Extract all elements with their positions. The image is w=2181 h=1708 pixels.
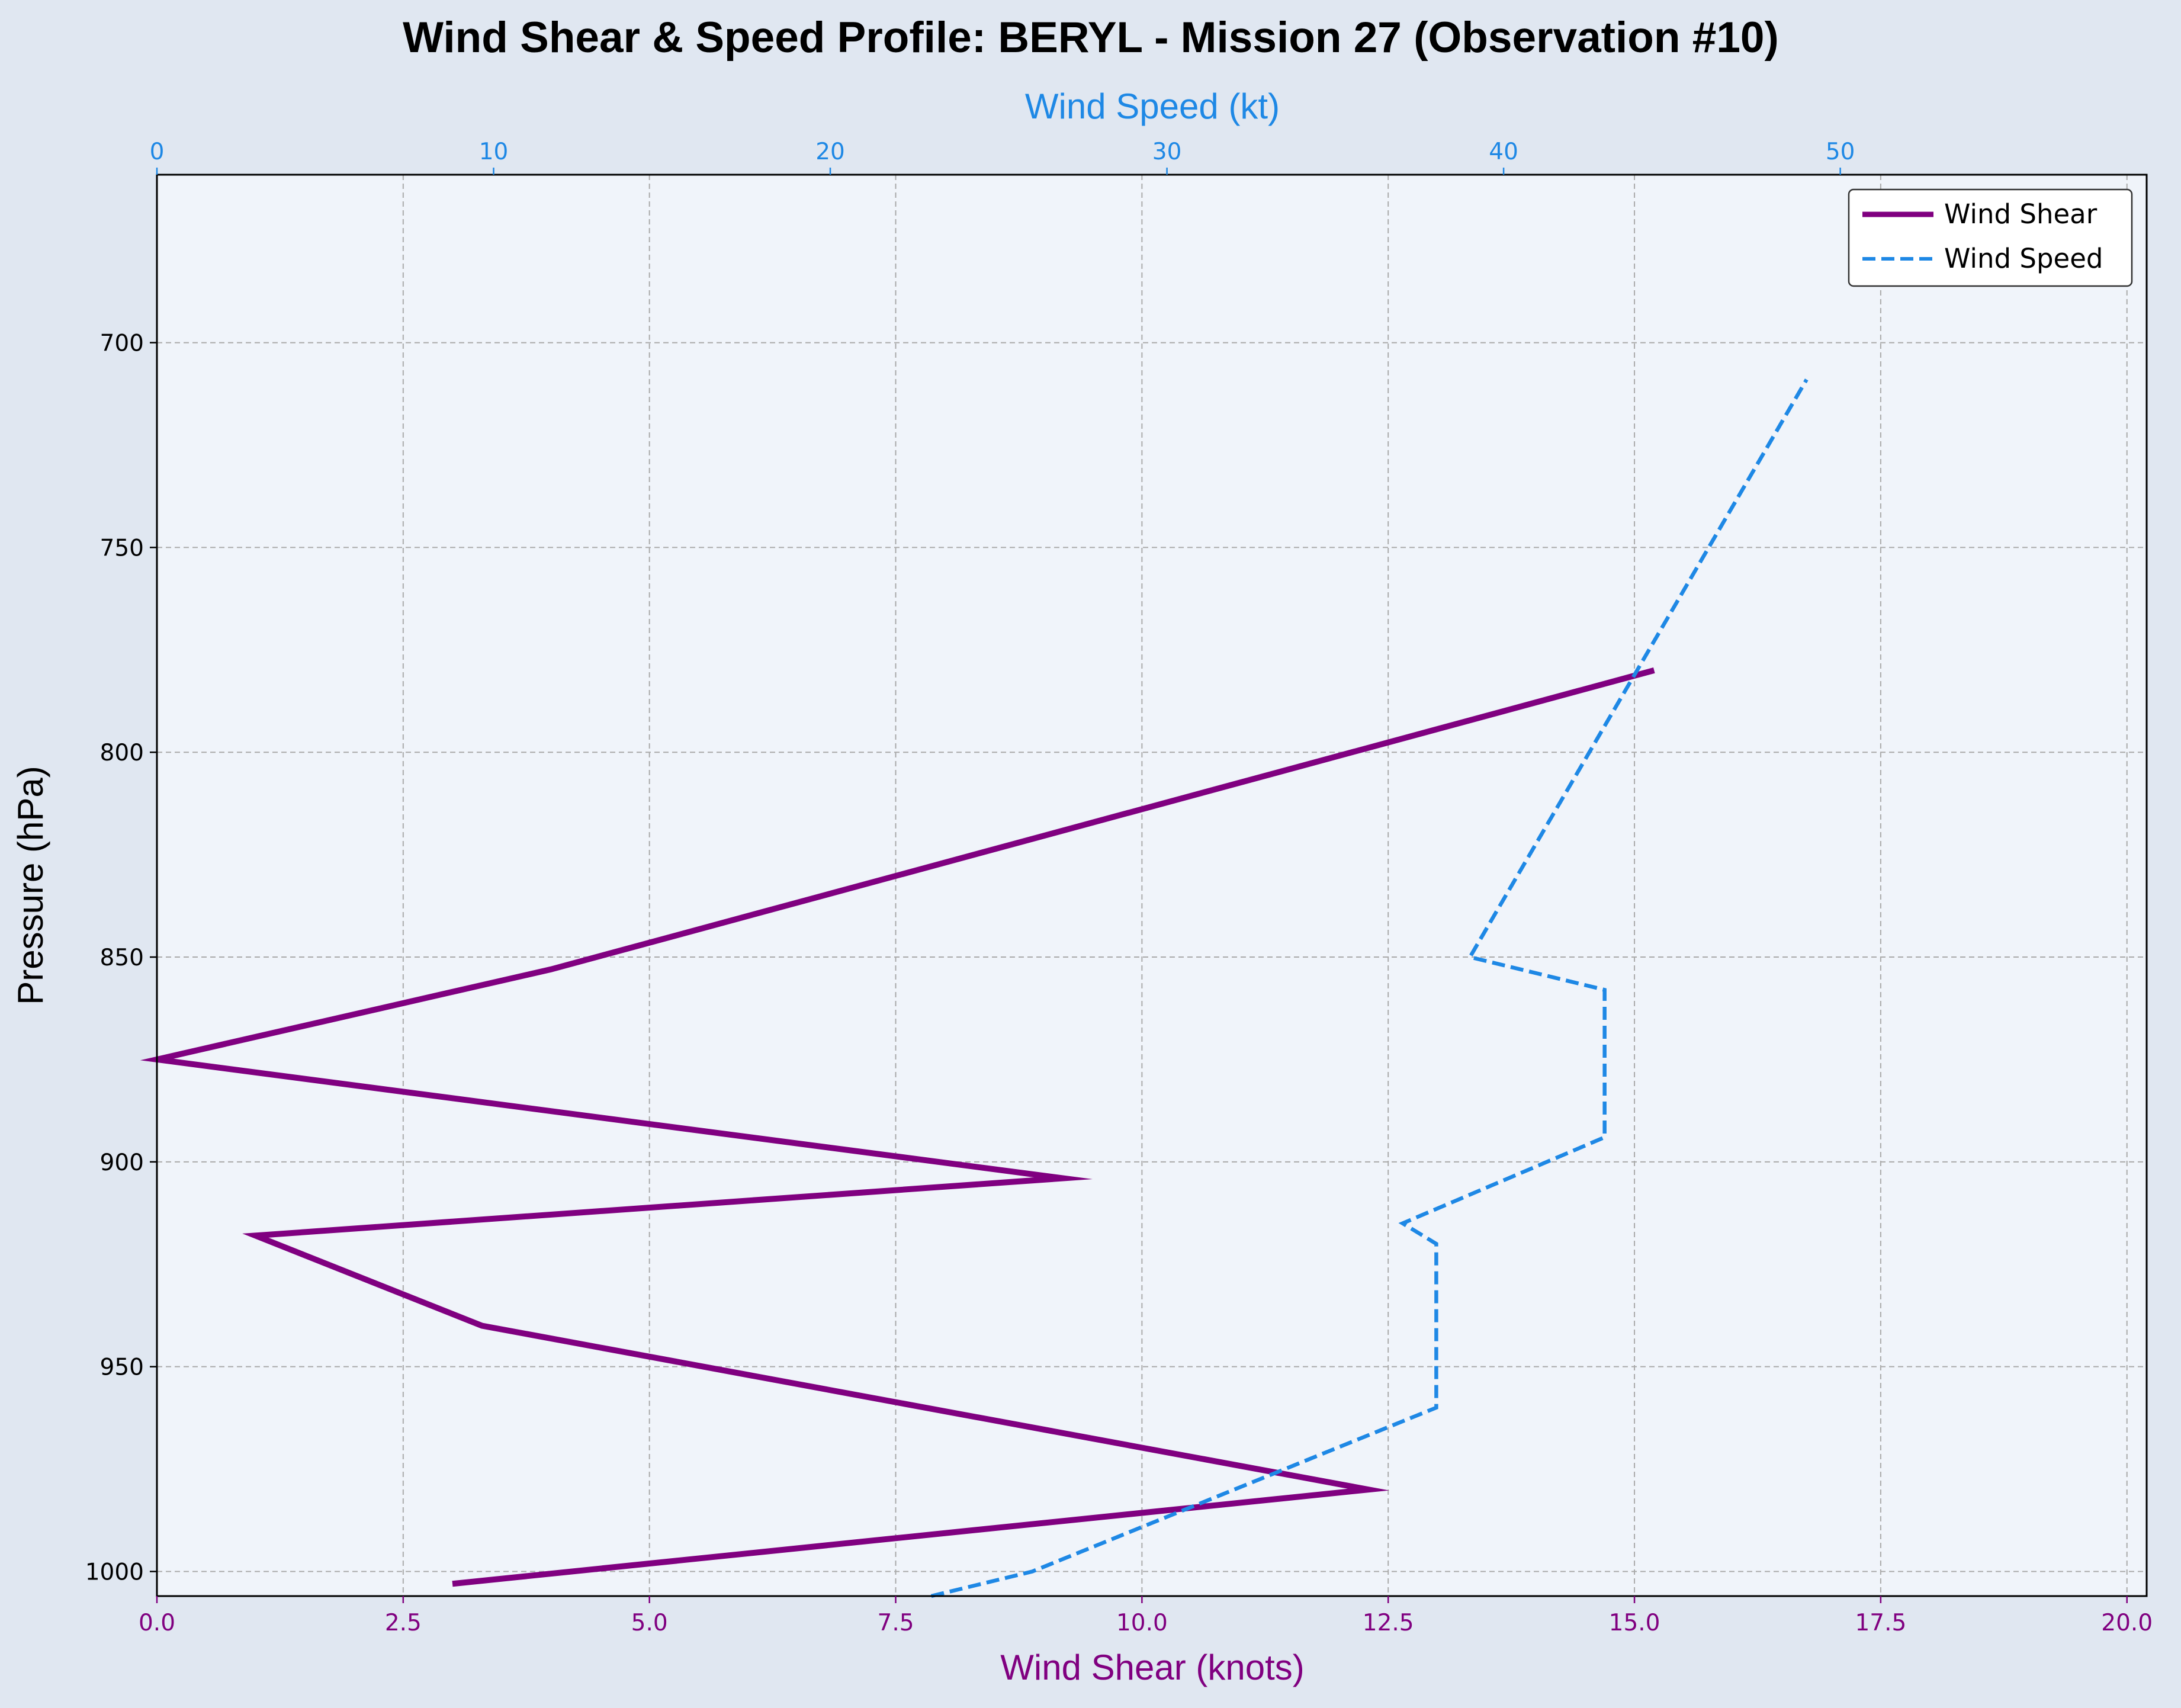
x-bottom-tick-label: 15.0 [1609,1610,1660,1636]
x-bottom-tick-label: 17.5 [1855,1610,1906,1636]
y-tick-label: 750 [100,535,144,561]
x-bottom-tick-label: 7.5 [878,1610,914,1636]
x-axis-top-title: Wind Speed (kt) [1025,86,1280,126]
x-bottom-tick-label: 0.0 [139,1610,175,1636]
x-bottom-tick-label: 20.0 [2101,1610,2153,1636]
x-top-tick-label: 0 [150,139,165,165]
y-tick-label: 700 [100,330,144,357]
y-tick-label: 850 [100,945,144,971]
y-tick-label: 950 [100,1354,144,1381]
grid [156,175,2147,1596]
legend: Wind Shear Wind Speed [1848,188,2133,287]
x-bottom-tick-label: 10.0 [1116,1610,1168,1636]
plot-area [157,175,2147,1596]
ticks: 700 750 800 850 900 950 1000 0.0 2.5 5.0 7.5 10.0 12… [85,139,2153,1636]
x-top-tick-label: 30 [1152,139,1182,165]
y-axis-title: Pressure (hPa) [11,766,50,1004]
y-tick-label: 900 [100,1150,144,1176]
x-bottom-tick-label: 12.5 [1363,1610,1414,1636]
x-bottom-tick-label: 5.0 [631,1610,668,1636]
legend-label-wind-shear: Wind Shear [1944,198,2098,230]
y-tick-label: 1000 [85,1559,144,1586]
legend-label-wind-speed: Wind Speed [1944,243,2103,274]
plot-frame [156,174,2148,1597]
y-tick-label: 800 [100,740,144,766]
wind-shear-line [140,667,1655,1587]
x-top-tick-label: 50 [1826,139,1855,165]
x-top-tick-label: 40 [1489,139,1518,165]
chart-title: Wind Shear & Speed Profile: BERYL - Miss… [403,14,1779,62]
wind-speed-line [930,378,1809,1598]
x-top-tick-label: 10 [479,139,509,165]
x-bottom-tick-label: 2.5 [385,1610,422,1636]
x-axis-bottom-title: Wind Shear (knots) [1000,1648,1305,1687]
x-top-tick-label: 20 [815,139,845,165]
series-lines [140,378,1809,1598]
